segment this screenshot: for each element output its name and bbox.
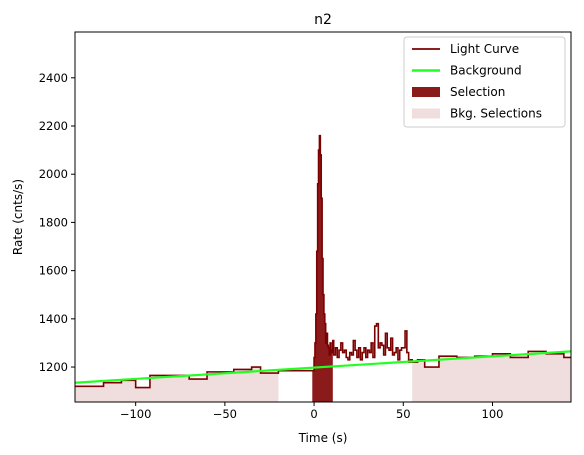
background-fit-line [75,350,571,384]
y-tick-label: 2200 [39,119,68,133]
y-tick-label: 2000 [39,167,68,181]
bkg-selection-region-1 [412,351,571,402]
y-tick-label: 1200 [39,360,68,374]
chart-title: n2 [314,12,332,28]
x-axis-label: Time (s) [298,431,348,445]
legend: Light Curve Background Selection Bkg. Selec… [403,36,566,128]
legend-label-2: Selection [450,85,505,99]
legend-swatch-3 [412,108,440,119]
y-axis-label: Rate (cnts/s) [11,179,25,255]
legend-swatch-2 [412,87,440,97]
light-curve-line [75,134,571,389]
y-tick-label: 1800 [39,215,68,229]
plot-area [75,134,571,402]
x-tick-label: −50 [213,407,237,421]
legend-label-0: Light Curve [450,42,519,56]
axis-ticks: −100 −50 0 50 100 1200 1400 1600 1800 2000 2200 240… [39,71,504,421]
x-tick-label: 100 [482,407,504,421]
y-tick-label: 1600 [39,264,68,278]
y-tick-label: 2400 [39,71,68,85]
plot-frame [74,31,572,403]
bkg-selection-region-0 [75,367,279,402]
legend-label-3: Bkg. Selections [450,107,542,121]
y-tick-label: 1400 [39,312,68,326]
x-tick-label: 50 [396,407,411,421]
x-tick-label: 0 [310,407,317,421]
legend-label-1: Background [450,64,522,78]
x-tick-label: −100 [120,407,152,421]
legend-box [403,36,566,128]
